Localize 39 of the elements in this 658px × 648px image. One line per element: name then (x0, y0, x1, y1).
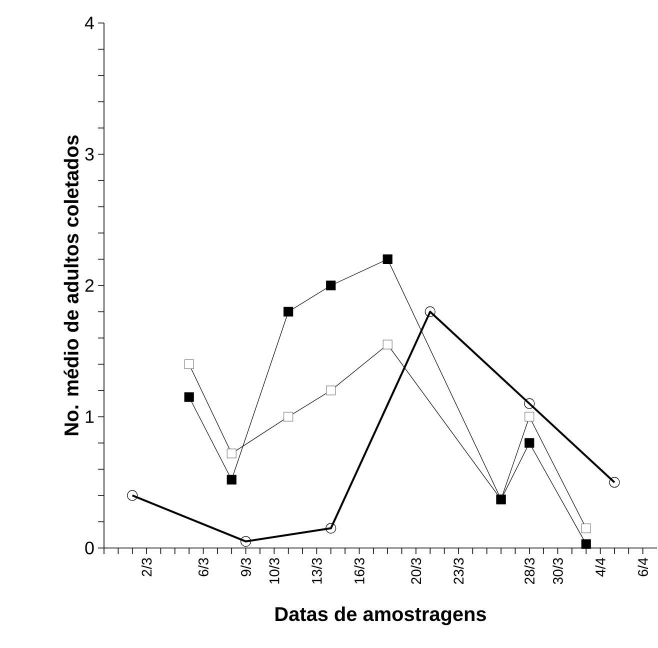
point (184, 392, 194, 402)
x-axis-title: Datas de amostragens (276, 606, 486, 626)
x-tick-label: 9/3 (240, 558, 251, 576)
point (226, 448, 236, 458)
point (382, 254, 392, 264)
x-tick-label: 30/3 (552, 558, 563, 584)
x-tick-label: 10/3 (269, 558, 280, 584)
point (226, 474, 236, 485)
x-tick-label: 6/3 (198, 558, 208, 576)
point (326, 386, 336, 396)
y-tick-label: 0 (85, 542, 94, 554)
point (240, 536, 252, 547)
point (326, 280, 336, 290)
point (609, 477, 620, 488)
y-axis-title: No. médio de adultos coletados (64, 135, 78, 436)
point (581, 523, 591, 534)
point (382, 340, 392, 350)
x-tick-label: 16/3 (354, 558, 364, 584)
point (284, 412, 294, 422)
x-tick-label: 4/4 (595, 558, 606, 577)
y-tick-label: 2 (85, 279, 94, 292)
x-tick-label: 2/3 (141, 558, 152, 576)
x-tick-label: 6/4 (638, 558, 648, 576)
point (184, 359, 194, 370)
point (424, 306, 436, 318)
y-tick-label: 3 (85, 148, 94, 161)
y-tick-label: 4 (84, 16, 94, 30)
point (127, 490, 138, 501)
x-tick-label: 28/3 (524, 558, 535, 584)
point (524, 438, 534, 448)
x-tick-label: 23/3 (453, 558, 464, 584)
point (326, 522, 336, 534)
point (524, 398, 535, 409)
point (524, 412, 534, 422)
x-tick-label: 20/3 (410, 558, 422, 584)
point (284, 306, 294, 317)
point (581, 539, 591, 549)
x-tick-label: 13/3 (312, 558, 322, 584)
y-tick-label: 1 (86, 410, 94, 423)
